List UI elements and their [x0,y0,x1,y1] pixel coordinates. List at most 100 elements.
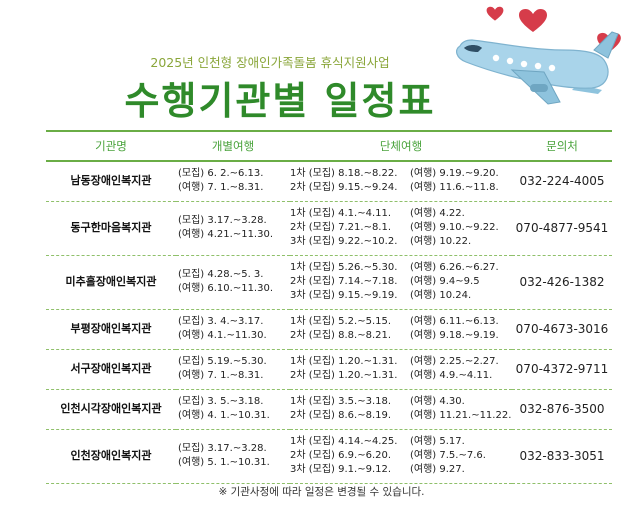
contact-phone: 032-833-3051 [512,429,612,484]
group-travel: (여행) 9.18.~9.19. [410,330,499,341]
contact-phone: 032-224-4005 [512,161,612,202]
org-name: 인천시각장애인복지관 [46,389,176,430]
individual-line: (모집) 4.28.~5. 3. [178,269,264,280]
group-recruit: 2차 (모집) 7.21.~8.1. [290,222,392,233]
group-line: 2차 (모집) 8.8.~8.21. (여행) 9.18.~9.19. [290,329,512,343]
group-line: 1차 (모집) 5.26.~5.30. (여행) 6.26.~6.27. [290,261,512,275]
group-recruit: 1차 (모집) 1.20.~1.31. [290,356,398,367]
contact-phone: 070-4372-9711 [512,349,612,390]
schedule-table-container: 기관명 개별여행 단체여행 문의처 남동장애인복지관 (모집) 6. 2.~6.1… [46,130,612,484]
individual-schedule: (모집) 3. 4.~3.17. (여행) 4.1.~11.30. [176,309,290,350]
group-schedule: 1차 (모집) 4.14.~4.25. (여행) 5.17. 2차 (모집) 6.9… [290,429,512,484]
individual-line: (여행) 7. 1.~8.31. [178,370,264,381]
group-travel: (여행) 2.25.~2.27. [410,356,499,367]
group-travel: (여행) 10.22. [410,236,472,247]
heart-icon [486,6,504,21]
individual-line: (여행) 4.1.~11.30. [178,330,267,341]
table-row: 서구장애인복지관 (모집) 5.19.~5.30. (여행) 7. 1.~8.31.… [46,349,612,390]
group-line: 1차 (모집) 4.1.~4.11. (여행) 4.22. [290,207,512,221]
group-recruit: 2차 (모집) 7.14.~7.18. [290,276,398,287]
group-travel: (여행) 4.30. [410,396,465,407]
individual-line: (여행) 7. 1.~8.31. [178,182,264,194]
individual-line: (여행) 6.10.~11.30. [178,283,274,294]
table-body: 남동장애인복지관 (모집) 6. 2.~6.13. (여행) 7. 1.~8.31.… [46,161,612,484]
group-travel: (여행) 6.26.~6.27. [410,262,499,273]
group-travel: (여행) 9.27. [410,464,465,475]
org-name: 부평장애인복지관 [46,309,176,350]
group-travel: (여행) 5.17. [410,436,465,447]
group-line: 1차 (모집) 4.14.~4.25. (여행) 5.17. [290,435,512,449]
group-recruit: 1차 (모집) 5.2.~5.15. [290,316,392,327]
table-header-row: 기관명 개별여행 단체여행 문의처 [46,130,612,162]
page-subtitle: 2025년 인천형 장애인가족돌봄 휴식지원사업 [150,55,390,70]
group-schedule: 1차 (모집) 5.2.~5.15. (여행) 6.11.~6.13. 2차 (모집… [290,309,512,350]
table-row: 인천장애인복지관 (모집) 3.17.~3.28. (여행) 5. 1.~10.31… [46,429,612,484]
individual-schedule: (모집) 4.28.~5. 3. (여행) 6.10.~11.30. [176,255,290,310]
group-line: 1차 (모집) 1.20.~1.31. (여행) 2.25.~2.27. [290,355,512,369]
individual-line: (여행) 5. 1.~10.31. [178,457,270,468]
individual-line: (모집) 3. 5.~3.18. [178,396,264,407]
header-individual: 개별여행 [176,130,290,162]
group-recruit: 3차 (모집) 9.22.~10.2. [290,236,398,247]
individual-schedule: (모집) 3.17.~3.28. (여행) 4.21.~11.30. [176,201,290,256]
group-line: 1차 (모집) 3.5.~3.18. (여행) 4.30. [290,395,512,409]
group-recruit: 1차 (모집) 4.14.~4.25. [290,436,398,447]
group-travel: (여행) 4.9.~4.11. [410,370,493,381]
group-recruit: 2차 (모집) 9.15.~9.24. [290,182,398,194]
contact-phone: 070-4673-3016 [512,309,612,350]
group-recruit: 2차 (모집) 8.6.~8.19. [290,410,392,421]
group-schedule: 1차 (모집) 3.5.~3.18. (여행) 4.30. 2차 (모집) 8.6.… [290,389,512,430]
group-line: 3차 (모집) 9.1.~9.12. (여행) 9.27. [290,463,512,477]
group-travel: (여행) 11.21.~11.22. [410,410,512,421]
contact-phone: 070-4877-9541 [512,201,612,256]
group-line: 2차 (모집) 7.21.~8.1. (여행) 9.10.~9.22. [290,221,512,235]
group-travel: (여행) 11.6.~11.8. [410,182,499,194]
org-name: 동구한마음복지관 [46,201,176,256]
individual-line: (모집) 3.17.~3.28. [178,215,267,226]
group-recruit: 2차 (모집) 1.20.~1.31. [290,370,398,381]
group-schedule: 1차 (모집) 8.18.~8.22. (여행) 9.19.~9.20. 2차 (모… [290,161,512,202]
table-row: 동구한마음복지관 (모집) 3.17.~3.28. (여행) 4.21.~11.30… [46,201,612,256]
contact-phone: 032-426-1382 [512,255,612,310]
heart-icon [519,9,547,32]
group-travel: (여행) 7.5.~7.6. [410,450,486,461]
group-line: 2차 (모집) 1.20.~1.31. (여행) 4.9.~4.11. [290,369,512,383]
group-schedule: 1차 (모집) 4.1.~4.11. (여행) 4.22. 2차 (모집) 7.21… [290,201,512,256]
airplane-icon [456,31,619,105]
footnote: ※ 기관사정에 따라 일정은 변경될 수 있습니다. [218,486,425,498]
individual-line: (여행) 4. 1.~10.31. [178,410,270,421]
org-name: 서구장애인복지관 [46,349,176,390]
table-row: 미추홀장애인복지관 (모집) 4.28.~5. 3. (여행) 6.10.~11.3… [46,255,612,310]
individual-line: (모집) 6. 2.~6.13. [178,168,264,180]
individual-line: (모집) 3.17.~3.28. [178,443,267,454]
group-line: 2차 (모집) 7.14.~7.18. (여행) 9.4~9.5 [290,275,512,289]
org-name: 인천장애인복지관 [46,429,176,484]
individual-line: (모집) 5.19.~5.30. [178,356,267,367]
individual-line: (여행) 4.21.~11.30. [178,229,274,240]
individual-schedule: (모집) 5.19.~5.30. (여행) 7. 1.~8.31. [176,349,290,390]
page-title: 수행기관별 일정표 [124,79,436,123]
org-name: 남동장애인복지관 [46,161,176,202]
org-name: 미추홀장애인복지관 [46,255,176,310]
group-line: 2차 (모집) 8.6.~8.19. (여행) 11.21.~11.22. [290,409,512,423]
header-group: 단체여행 [290,130,512,162]
group-line: 1차 (모집) 5.2.~5.15. (여행) 6.11.~6.13. [290,315,512,329]
group-line: 3차 (모집) 9.22.~10.2. (여행) 10.22. [290,235,512,249]
group-travel: (여행) 9.4~9.5 [410,276,480,287]
group-line: 3차 (모집) 9.15.~9.19. (여행) 10.24. [290,289,512,303]
table-row: 부평장애인복지관 (모집) 3. 4.~3.17. (여행) 4.1.~11.30.… [46,309,612,350]
group-recruit: 1차 (모집) 3.5.~3.18. [290,396,392,407]
group-recruit: 2차 (모집) 6.9.~6.20. [290,450,392,461]
table-row: 남동장애인복지관 (모집) 6. 2.~6.13. (여행) 7. 1.~8.31.… [46,161,612,202]
individual-schedule: (모집) 3. 5.~3.18. (여행) 4. 1.~10.31. [176,389,290,430]
group-recruit: 2차 (모집) 8.8.~8.21. [290,330,392,341]
group-line: 1차 (모집) 8.18.~8.22. (여행) 9.19.~9.20. [290,167,512,181]
group-travel: (여행) 9.19.~9.20. [410,168,499,180]
group-recruit: 1차 (모집) 4.1.~4.11. [290,208,392,219]
individual-schedule: (모집) 6. 2.~6.13. (여행) 7. 1.~8.31. [176,161,290,202]
header-contact: 문의처 [512,130,612,162]
group-recruit: 1차 (모집) 5.26.~5.30. [290,262,398,273]
individual-line: (모집) 3. 4.~3.17. [178,316,264,327]
table-row: 인천시각장애인복지관 (모집) 3. 5.~3.18. (여행) 4. 1.~10.… [46,389,612,430]
group-travel: (여행) 9.10.~9.22. [410,222,499,233]
